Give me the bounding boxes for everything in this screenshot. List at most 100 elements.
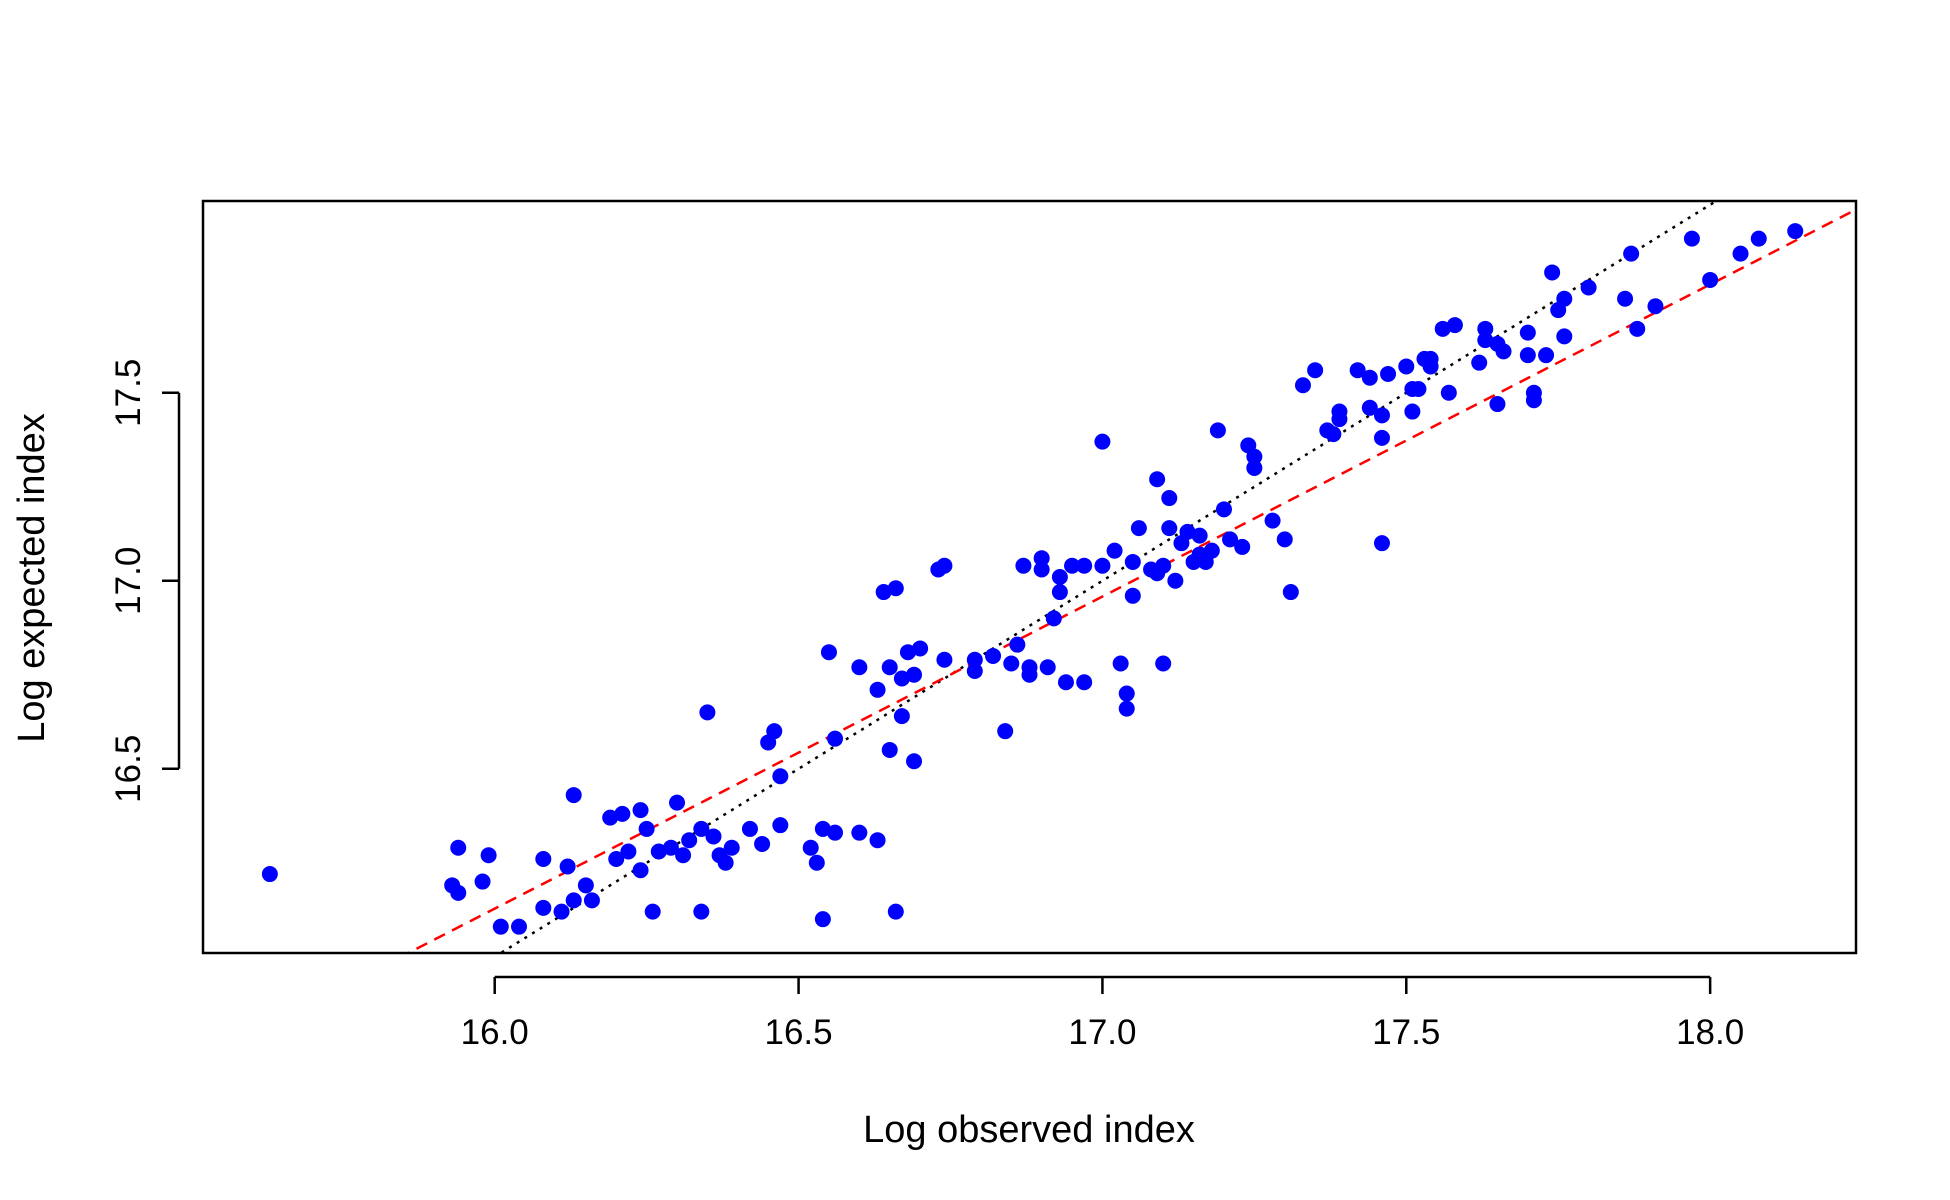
- data-point: [614, 805, 631, 822]
- data-point: [1155, 557, 1172, 574]
- data-point: [1556, 290, 1573, 307]
- data-point: [1112, 655, 1129, 672]
- data-point: [1361, 369, 1378, 386]
- data-point: [1155, 655, 1172, 672]
- data-point: [1246, 448, 1263, 465]
- x-tick-label: 17.0: [1068, 1013, 1136, 1052]
- data-point: [1410, 381, 1427, 397]
- data-point: [705, 828, 722, 845]
- data-point: [1051, 584, 1068, 601]
- data-point: [899, 644, 916, 661]
- data-point: [1167, 572, 1184, 589]
- data-point: [535, 899, 552, 916]
- data-point: [699, 704, 716, 721]
- data-points: [261, 223, 1804, 935]
- data-point: [985, 647, 1002, 664]
- data-point: [450, 884, 467, 901]
- y-axis: 16.5 17.0 17.5: [109, 359, 181, 803]
- data-point: [851, 659, 868, 676]
- data-point: [808, 854, 825, 871]
- data-point: [565, 787, 582, 804]
- data-point: [802, 839, 819, 856]
- data-point: [887, 903, 904, 920]
- data-point: [577, 877, 594, 894]
- data-point: [814, 911, 831, 928]
- data-point: [1489, 396, 1506, 413]
- data-point: [1149, 471, 1166, 488]
- data-point: [997, 723, 1014, 740]
- data-point: [1398, 358, 1415, 375]
- data-point: [1647, 298, 1664, 315]
- data-point: [1373, 407, 1390, 424]
- data-point: [1209, 422, 1226, 439]
- data-point: [1106, 542, 1123, 559]
- data-point: [1051, 569, 1068, 585]
- data-point: [480, 847, 497, 864]
- data-point: [1750, 230, 1767, 247]
- data-point: [1446, 317, 1463, 334]
- data-point: [632, 862, 649, 879]
- data-point: [851, 824, 868, 841]
- data-point: [669, 794, 686, 811]
- data-point: [1282, 584, 1299, 601]
- reference-lines: [405, 201, 1856, 953]
- data-point: [1276, 531, 1293, 548]
- data-point: [559, 858, 576, 875]
- data-point: [1380, 365, 1397, 382]
- data-point: [820, 644, 837, 661]
- data-point: [1161, 520, 1178, 537]
- data-point: [936, 557, 953, 574]
- data-point: [936, 651, 953, 668]
- data-point: [1519, 347, 1536, 364]
- data-point: [583, 892, 600, 909]
- data-point: [906, 666, 923, 683]
- data-point: [650, 843, 667, 860]
- data-point: [1538, 347, 1555, 364]
- data-point: [887, 580, 904, 597]
- data-point: [693, 903, 710, 920]
- data-point: [1264, 512, 1281, 529]
- data-point: [1361, 399, 1378, 416]
- data-point: [1124, 553, 1141, 570]
- plot-frame: [201, 199, 1858, 955]
- data-point: [1215, 501, 1232, 518]
- data-point: [893, 708, 910, 725]
- data-point: [766, 723, 783, 740]
- data-point: [1519, 324, 1536, 341]
- data-point: [632, 802, 649, 819]
- data-point: [1015, 557, 1032, 574]
- data-point: [754, 835, 771, 852]
- data-point: [1203, 542, 1220, 559]
- data-point: [1076, 557, 1093, 574]
- data-point: [881, 659, 898, 676]
- data-point: [1331, 403, 1348, 420]
- y-tick-label: 16.5: [109, 735, 148, 803]
- data-point: [450, 839, 467, 856]
- data-point: [662, 839, 679, 856]
- x-tick-label: 18.0: [1676, 1013, 1744, 1052]
- data-point: [1422, 358, 1439, 375]
- data-point: [511, 918, 528, 935]
- data-point: [772, 817, 789, 834]
- data-point: [1434, 320, 1451, 337]
- data-point: [1732, 245, 1749, 262]
- y-tick-label: 17.5: [109, 359, 148, 427]
- data-point: [906, 753, 923, 770]
- data-point: [1021, 659, 1038, 676]
- x-axis: 16.0 16.5 17.0 17.5 18.0: [461, 975, 1744, 1052]
- data-point: [1325, 426, 1342, 443]
- data-point: [1094, 433, 1111, 450]
- data-point: [869, 832, 886, 849]
- data-point: [1477, 332, 1494, 349]
- data-point: [1179, 523, 1196, 540]
- data-point: [1094, 557, 1111, 574]
- data-point: [1033, 550, 1050, 567]
- data-point: [602, 809, 619, 826]
- data-point: [1556, 328, 1573, 345]
- data-point: [693, 820, 710, 837]
- data-point: [814, 820, 831, 837]
- data-point: [893, 670, 910, 687]
- data-point: [1373, 535, 1390, 552]
- data-point: [1057, 674, 1074, 691]
